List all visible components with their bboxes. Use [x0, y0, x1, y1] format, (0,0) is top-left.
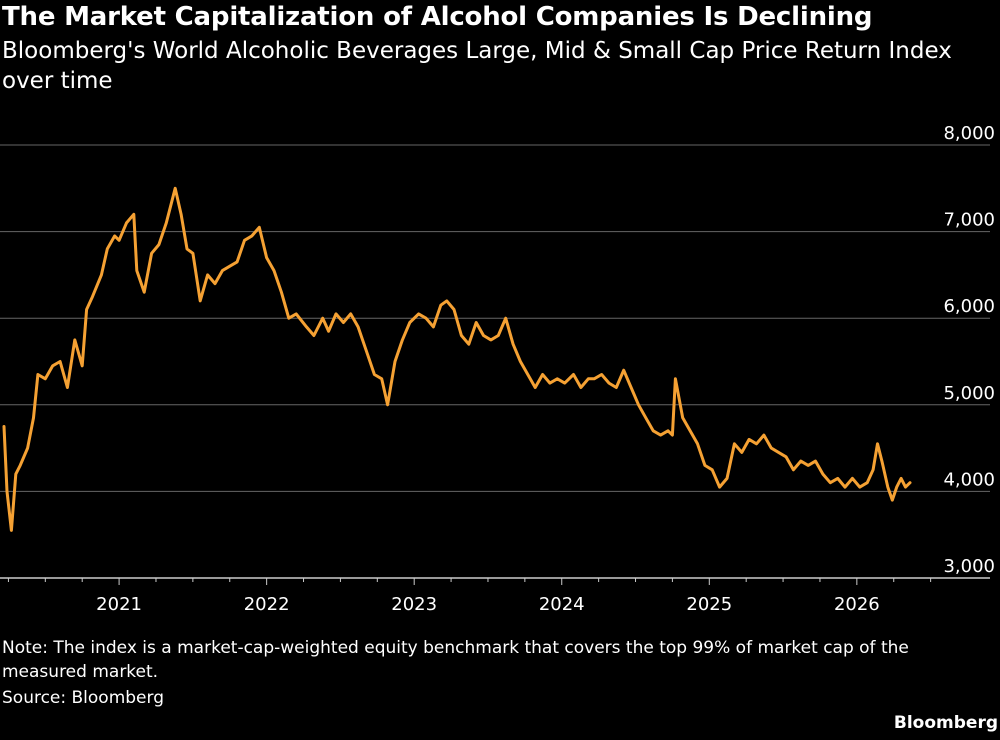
- gridlines: [0, 144, 990, 492]
- x-tick-label: 2021: [96, 594, 142, 615]
- y-tick-label: 8,000: [943, 123, 995, 144]
- chart-note: Note: The index is a market-cap-weighted…: [2, 638, 909, 682]
- y-tick-label: 3,000: [943, 556, 995, 577]
- x-axis-ticks: 2021 2022 2023 2024 2025 2026: [7, 578, 932, 615]
- x-tick-label: 2026: [834, 594, 880, 615]
- source-label: Source: Bloomberg: [2, 688, 164, 708]
- y-tick-label: 6,000: [943, 296, 995, 317]
- y-tick-label: 5,000: [943, 383, 995, 404]
- x-tick-label: 2025: [686, 594, 732, 615]
- bloomberg-logo: Bloomberg: [893, 713, 998, 733]
- chart-title: The Market Capitalization of Alcohol Com…: [2, 2, 873, 32]
- chart-subtitle: Bloomberg's World Alcoholic Beverages La…: [2, 38, 952, 94]
- y-tick-label: 7,000: [943, 210, 995, 231]
- x-tick-label: 2023: [391, 594, 437, 615]
- series-line: [2, 186, 912, 532]
- x-tick-label: 2022: [244, 594, 290, 615]
- x-tick-label: 2024: [539, 594, 585, 615]
- y-axis-ticks: 3,000 4,000 5,000 6,000 7,000 8,000: [943, 123, 995, 577]
- y-tick-label: 4,000: [943, 469, 995, 490]
